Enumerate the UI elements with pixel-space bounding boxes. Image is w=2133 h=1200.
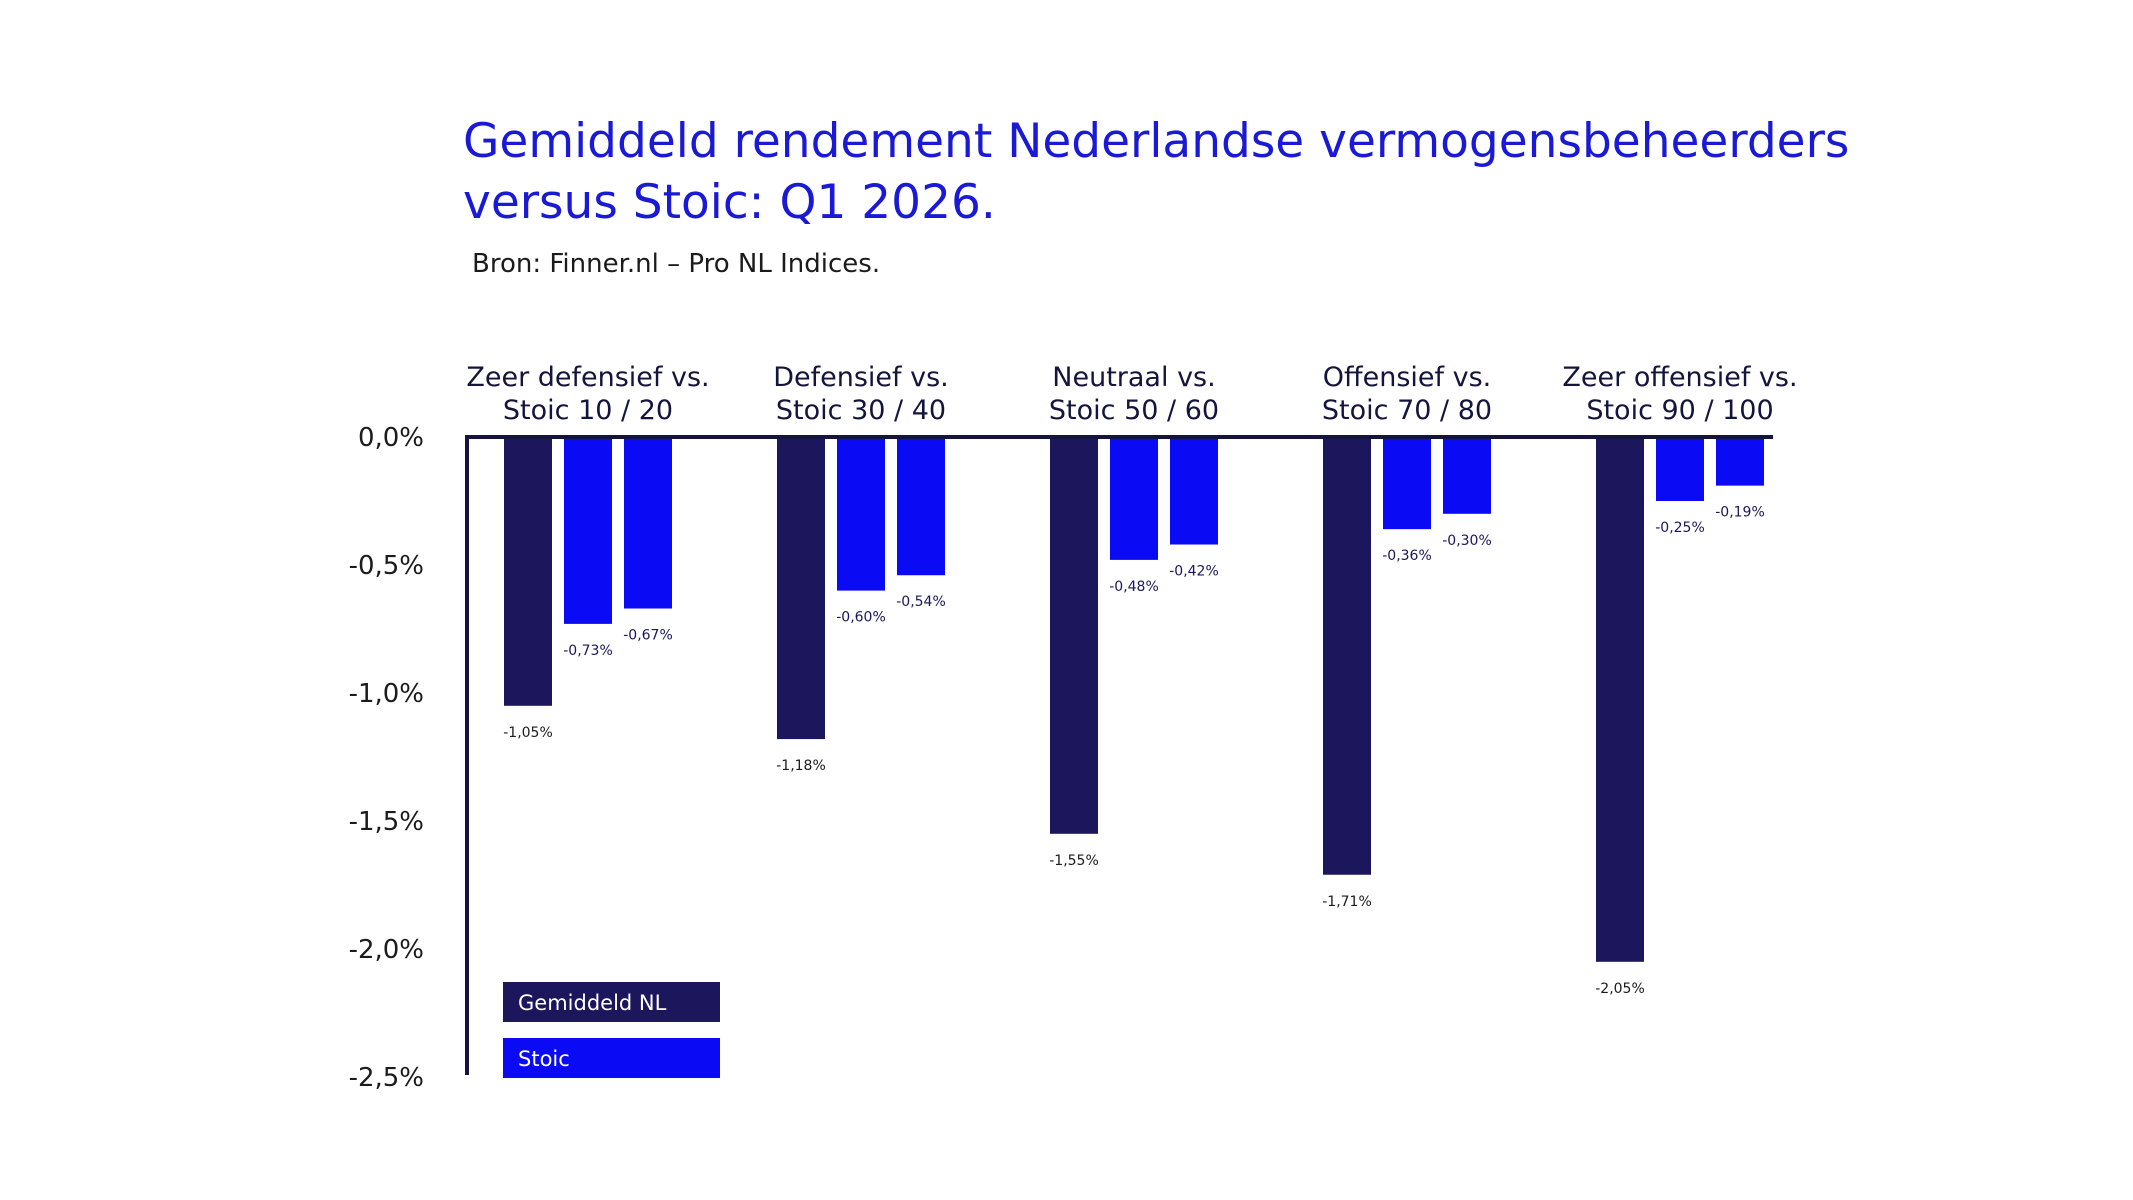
bar-gemiddeld-nl bbox=[1323, 437, 1371, 875]
legend-swatch bbox=[503, 1038, 720, 1078]
y-tick-label: 0,0% bbox=[358, 423, 424, 453]
chart-subtitle: Bron: Finner.nl – Pro NL Indices. bbox=[472, 249, 880, 279]
chart-title-line-1: Gemiddeld rendement Nederlandse vermogen… bbox=[463, 114, 1849, 169]
data-label: -1,55% bbox=[1049, 853, 1099, 869]
bar-stoic bbox=[837, 437, 885, 591]
axes bbox=[465, 435, 1773, 1075]
category-label: Zeer offensief vs. bbox=[1562, 362, 1797, 393]
bar-stoic bbox=[897, 437, 945, 576]
data-label: -0,60% bbox=[836, 610, 886, 626]
y-tick-label: -2,0% bbox=[349, 935, 424, 965]
legend-label: Gemiddeld NL bbox=[518, 991, 667, 1015]
y-axis-ticks: 0,0% -0,5% -1,0% -1,5% -2,0% -2,5% bbox=[349, 423, 424, 1093]
bar-stoic bbox=[624, 437, 672, 609]
category-label: Offensief vs. bbox=[1323, 362, 1491, 393]
data-label: -0,54% bbox=[896, 594, 946, 610]
data-label: -0,30% bbox=[1442, 533, 1492, 549]
category-label: Stoic 70 / 80 bbox=[1322, 395, 1492, 426]
bars bbox=[504, 437, 1764, 962]
chart-title-line-2: versus Stoic: Q1 2026. bbox=[463, 175, 996, 230]
bar-stoic bbox=[1110, 437, 1158, 560]
data-label: -1,71% bbox=[1322, 894, 1372, 910]
data-label: -1,05% bbox=[503, 725, 553, 741]
legend-label: Stoic bbox=[518, 1047, 570, 1071]
y-tick-label: -2,5% bbox=[349, 1063, 424, 1093]
bar-gemiddeld-nl bbox=[1596, 437, 1644, 962]
category-label: Neutraal vs. bbox=[1052, 362, 1215, 393]
data-label: -0,19% bbox=[1715, 505, 1765, 521]
data-label: -0,25% bbox=[1655, 520, 1705, 536]
data-label: -1,18% bbox=[776, 758, 826, 774]
y-tick-label: -1,0% bbox=[349, 679, 424, 709]
data-label: -0,42% bbox=[1169, 564, 1219, 580]
chart-title: Gemiddeld rendement Nederlandse vermogen… bbox=[463, 114, 1849, 230]
bar-stoic bbox=[564, 437, 612, 624]
category-label: Stoic 50 / 60 bbox=[1049, 395, 1219, 426]
category-label: Stoic 30 / 40 bbox=[776, 395, 946, 426]
bar-gemiddeld-nl bbox=[504, 437, 552, 706]
category-labels: Zeer defensief vs.Stoic 10 / 20 Defensief… bbox=[466, 362, 1797, 426]
bar-stoic bbox=[1656, 437, 1704, 501]
category-label: Stoic 90 / 100 bbox=[1586, 395, 1773, 426]
bar-stoic bbox=[1716, 437, 1764, 486]
y-tick-label: -1,5% bbox=[349, 807, 424, 837]
data-label: -0,73% bbox=[563, 643, 613, 659]
data-labels: -1,05% -0,73% -0,67% -1,18% -0,60% -0,54% -1,5… bbox=[503, 505, 1765, 997]
bar-stoic bbox=[1383, 437, 1431, 530]
category-label: Defensief vs. bbox=[773, 362, 949, 393]
y-tick-label: -0,5% bbox=[349, 551, 424, 581]
data-label: -0,48% bbox=[1109, 579, 1159, 595]
bar-stoic bbox=[1443, 437, 1491, 514]
category-label: Zeer defensief vs. bbox=[466, 362, 709, 393]
bar-stoic bbox=[1170, 437, 1218, 545]
data-label: -2,05% bbox=[1595, 981, 1645, 997]
bar-gemiddeld-nl bbox=[1050, 437, 1098, 834]
bar-gemiddeld-nl bbox=[777, 437, 825, 740]
data-label: -0,36% bbox=[1382, 548, 1432, 564]
category-label: Stoic 10 / 20 bbox=[503, 395, 673, 426]
legend: Gemiddeld NL Stoic bbox=[503, 982, 720, 1078]
data-label: -0,67% bbox=[623, 628, 673, 644]
legend-swatch bbox=[503, 982, 720, 1022]
